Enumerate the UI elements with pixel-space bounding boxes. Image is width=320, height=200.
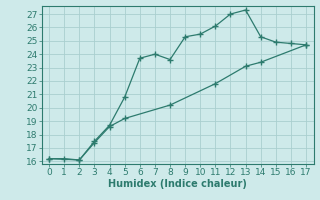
X-axis label: Humidex (Indice chaleur): Humidex (Indice chaleur) [108, 179, 247, 189]
